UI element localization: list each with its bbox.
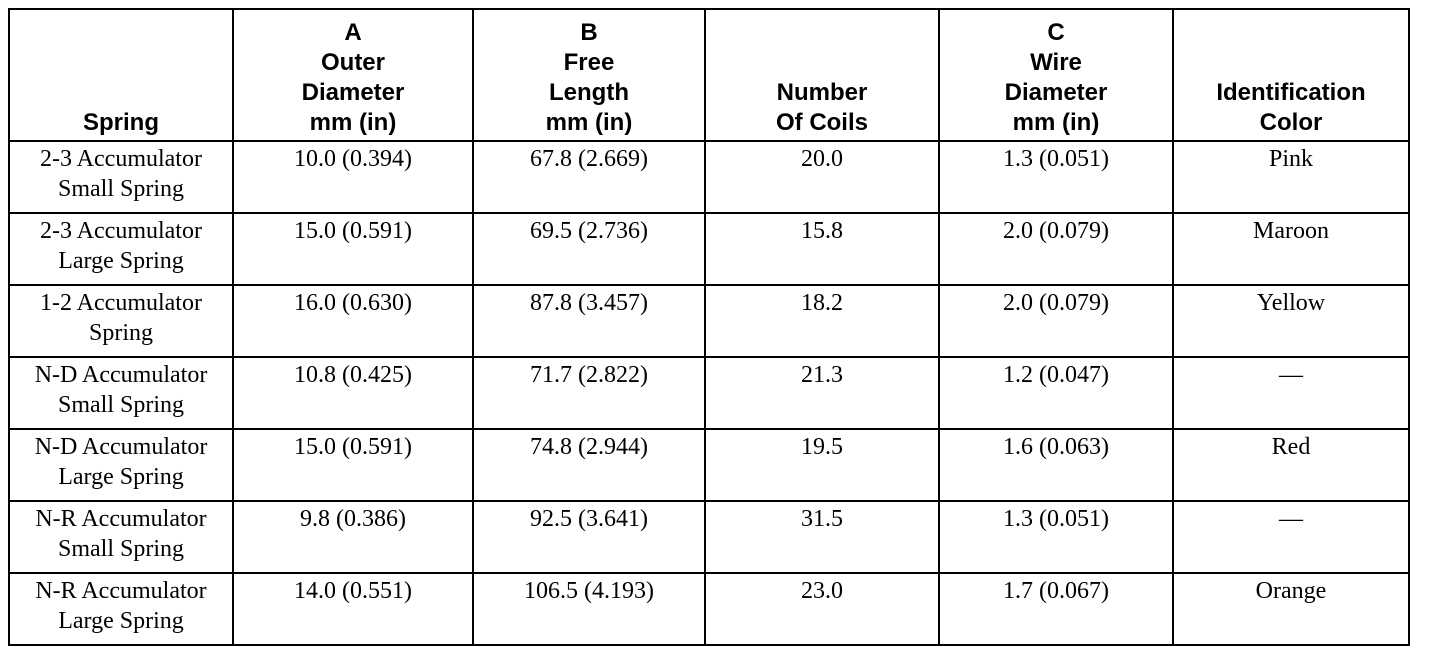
- cell-outer-diameter: 9.8 (0.386): [232, 500, 474, 574]
- header-free-length-line: mm (in): [545, 109, 633, 136]
- cell-wire-diameter: 2.0 (0.079): [938, 212, 1174, 286]
- spring-name-line: Large Spring: [58, 608, 184, 634]
- header-wire-diameter-line: mm (in): [1012, 109, 1100, 136]
- spring-name-line: Large Spring: [58, 464, 184, 490]
- spring-name-line: 2-3 Accumulator: [40, 218, 202, 244]
- header-free-length-line: Free: [563, 49, 615, 76]
- cell-spring: N-R Accumulator Large Spring: [8, 572, 234, 646]
- spring-name-line: Small Spring: [57, 536, 184, 562]
- spring-name-line: Small Spring: [57, 176, 184, 202]
- cell-spring: N-R Accumulator Small Spring: [8, 500, 234, 574]
- cell-number-of-coils: 15.8: [704, 212, 940, 286]
- header-outer-diameter-line: A: [344, 19, 362, 46]
- table-row: N-R Accumulator Small Spring 9.8 (0.386)…: [8, 500, 1410, 574]
- table-row: N-D Accumulator Large Spring 15.0 (0.591…: [8, 428, 1410, 502]
- cell-wire-diameter: 1.3 (0.051): [938, 140, 1174, 214]
- spring-name-line: N-R Accumulator: [35, 578, 207, 604]
- cell-free-length: 106.5 (4.193): [472, 572, 706, 646]
- cell-identification-color: Yellow: [1172, 284, 1410, 358]
- cell-free-length: 87.8 (3.457): [472, 284, 706, 358]
- cell-wire-diameter: 1.7 (0.067): [938, 572, 1174, 646]
- spring-name-line: 2-3 Accumulator: [40, 146, 202, 172]
- cell-identification-color: Red: [1172, 428, 1410, 502]
- cell-spring: 2-3 Accumulator Large Spring: [8, 212, 234, 286]
- cell-free-length: 69.5 (2.736): [472, 212, 706, 286]
- header-identification-color-line: Color: [1259, 109, 1323, 136]
- table-row: 2-3 Accumulator Large Spring 15.0 (0.591…: [8, 212, 1410, 286]
- header-outer-diameter-line: Diameter: [301, 79, 405, 106]
- header-wire-diameter: C Wire Diameter mm (in): [938, 8, 1174, 142]
- cell-wire-diameter: 1.2 (0.047): [938, 356, 1174, 430]
- cell-outer-diameter: 10.8 (0.425): [232, 356, 474, 430]
- header-outer-diameter-line: mm (in): [309, 109, 397, 136]
- header-identification-color: Identification Color: [1172, 8, 1410, 142]
- cell-identification-color: Maroon: [1172, 212, 1410, 286]
- cell-free-length: 74.8 (2.944): [472, 428, 706, 502]
- cell-free-length: 92.5 (3.641): [472, 500, 706, 574]
- header-row: Spring A Outer Diameter mm (in) B Free L…: [8, 8, 1410, 142]
- cell-wire-diameter: 1.6 (0.063): [938, 428, 1174, 502]
- cell-outer-diameter: 16.0 (0.630): [232, 284, 474, 358]
- cell-spring: 1-2 Accumulator Spring: [8, 284, 234, 358]
- table-row: 2-3 Accumulator Small Spring 10.0 (0.394…: [8, 140, 1410, 214]
- header-outer-diameter: A Outer Diameter mm (in): [232, 8, 474, 142]
- cell-outer-diameter: 14.0 (0.551): [232, 572, 474, 646]
- cell-number-of-coils: 23.0: [704, 572, 940, 646]
- header-number-of-coils-line: Of Coils: [775, 109, 868, 136]
- header-identification-color-line: Identification: [1216, 79, 1366, 106]
- cell-wire-diameter: 2.0 (0.079): [938, 284, 1174, 358]
- spring-name-line: N-D Accumulator: [34, 362, 208, 388]
- header-number-of-coils: Number Of Coils: [704, 8, 940, 142]
- header-wire-diameter-line: Diameter: [1004, 79, 1108, 106]
- header-free-length: B Free Length mm (in): [472, 8, 706, 142]
- cell-spring: N-D Accumulator Large Spring: [8, 428, 234, 502]
- spring-spec-table: Spring A Outer Diameter mm (in) B Free L…: [8, 8, 1410, 646]
- cell-spring: N-D Accumulator Small Spring: [8, 356, 234, 430]
- cell-number-of-coils: 19.5: [704, 428, 940, 502]
- spring-name-line: Small Spring: [57, 392, 184, 418]
- header-spring-line: Spring: [83, 109, 159, 136]
- header-free-length-line: Length: [549, 79, 629, 106]
- cell-number-of-coils: 18.2: [704, 284, 940, 358]
- spring-name-line: Spring: [88, 320, 153, 346]
- header-spring: Spring: [8, 8, 234, 142]
- header-number-of-coils-line: Number: [776, 79, 868, 106]
- cell-number-of-coils: 21.3: [704, 356, 940, 430]
- header-wire-diameter-line: Wire: [1030, 49, 1082, 76]
- header-free-length-line: B: [580, 19, 598, 46]
- cell-identification-color: Orange: [1172, 572, 1410, 646]
- spring-name-line: 1-2 Accumulator: [40, 290, 202, 316]
- cell-number-of-coils: 31.5: [704, 500, 940, 574]
- cell-free-length: 71.7 (2.822): [472, 356, 706, 430]
- cell-outer-diameter: 10.0 (0.394): [232, 140, 474, 214]
- table-row: N-D Accumulator Small Spring 10.8 (0.425…: [8, 356, 1410, 430]
- table-row: N-R Accumulator Large Spring 14.0 (0.551…: [8, 572, 1410, 646]
- cell-outer-diameter: 15.0 (0.591): [232, 212, 474, 286]
- cell-number-of-coils: 20.0: [704, 140, 940, 214]
- cell-wire-diameter: 1.3 (0.051): [938, 500, 1174, 574]
- spring-name-line: N-R Accumulator: [35, 506, 207, 532]
- cell-spring: 2-3 Accumulator Small Spring: [8, 140, 234, 214]
- spring-name-line: Large Spring: [58, 248, 184, 274]
- spring-name-line: N-D Accumulator: [34, 434, 208, 460]
- cell-identification-color: —: [1172, 356, 1410, 430]
- cell-identification-color: Pink: [1172, 140, 1410, 214]
- cell-free-length: 67.8 (2.669): [472, 140, 706, 214]
- cell-identification-color: —: [1172, 500, 1410, 574]
- header-wire-diameter-line: C: [1047, 19, 1065, 46]
- spring-spec-table-container: Spring A Outer Diameter mm (in) B Free L…: [8, 8, 1410, 646]
- header-outer-diameter-line: Outer: [320, 49, 385, 76]
- table-row: 1-2 Accumulator Spring 16.0 (0.630) 87.8…: [8, 284, 1410, 358]
- cell-outer-diameter: 15.0 (0.591): [232, 428, 474, 502]
